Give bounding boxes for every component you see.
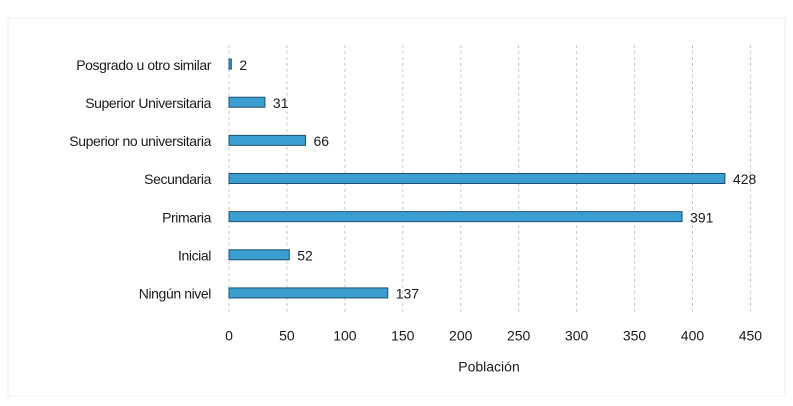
bar — [228, 211, 683, 223]
y-tick-label: Superior no universitaria — [69, 133, 211, 149]
x-tick-label: 50 — [279, 328, 295, 344]
data-label: 66 — [313, 133, 329, 149]
x-tick-label: 200 — [449, 328, 473, 344]
x-tick-label: 150 — [391, 328, 415, 344]
frame — [7, 17, 786, 397]
bar — [228, 287, 389, 299]
y-tick-label: Ningún nivel — [139, 286, 212, 302]
x-axis-title: Población — [458, 359, 520, 375]
x-tick-label: 300 — [565, 328, 589, 344]
bar — [228, 134, 306, 146]
x-tick-label: 400 — [681, 328, 705, 344]
x-tick-label: 450 — [739, 328, 763, 344]
data-label: 391 — [690, 209, 714, 225]
y-tick-label: Superior Universitaria — [85, 95, 211, 111]
data-label: 2 — [239, 57, 247, 73]
data-label: 428 — [733, 171, 757, 187]
y-tick-label: Posgrado u otro similar — [76, 57, 211, 73]
y-tick-label: Secundaria — [144, 171, 211, 187]
bar — [228, 249, 290, 261]
data-label: 52 — [297, 247, 313, 263]
bar — [228, 58, 232, 70]
x-tick-label: 350 — [623, 328, 647, 344]
x-tick-label: 0 — [225, 328, 233, 344]
bar — [228, 173, 726, 184]
x-tick-label: 100 — [333, 328, 357, 344]
bar — [228, 96, 266, 108]
y-tick-label: Primaria — [162, 209, 212, 225]
y-tick-label: Inicial — [178, 247, 211, 263]
data-label: 31 — [273, 95, 289, 111]
x-tick-label: 250 — [507, 328, 531, 344]
data-label: 137 — [396, 286, 420, 302]
